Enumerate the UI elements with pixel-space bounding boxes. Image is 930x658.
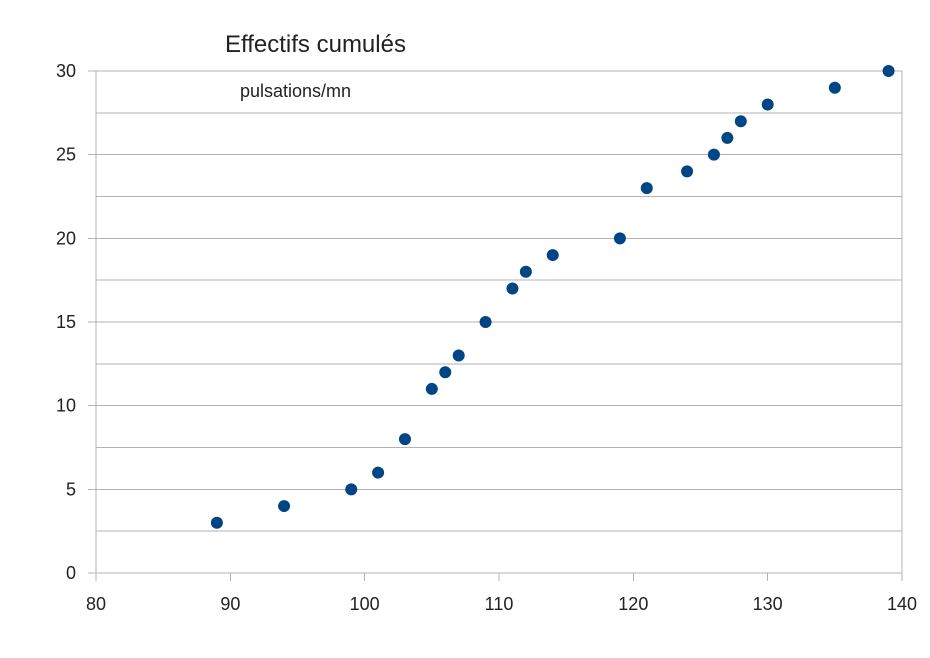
x-tick-label: 140: [887, 594, 917, 614]
x-tick-label: 100: [350, 594, 380, 614]
chart-annotation: pulsations/mn: [240, 81, 351, 101]
data-point: [519, 265, 532, 278]
data-point: [828, 81, 841, 94]
y-tick-label: 30: [56, 61, 76, 81]
data-point: [882, 65, 895, 77]
data-point: [613, 232, 626, 245]
data-point: [398, 433, 411, 446]
y-tick-label: 5: [66, 479, 76, 499]
x-tick-label: 80: [86, 594, 106, 614]
data-point: [506, 282, 519, 295]
data-point: [707, 148, 720, 161]
data-point: [452, 349, 465, 362]
data-point: [210, 516, 223, 529]
data-point: [721, 131, 734, 144]
data-point: [372, 466, 385, 479]
y-tick-label: 15: [56, 312, 76, 332]
data-point: [761, 98, 774, 111]
data-point: [479, 316, 492, 328]
tick-labels: 0 5 10 15 20 25 30 80 90 100 110 120 130 140: [56, 61, 917, 614]
data-point: [425, 382, 438, 395]
data-point: [681, 165, 694, 178]
x-tick-label: 110: [485, 594, 514, 614]
data-point: [278, 500, 291, 513]
data-point: [734, 115, 747, 128]
data-point: [640, 182, 653, 195]
y-tick-label: 0: [66, 563, 76, 583]
axes: [88, 70, 903, 581]
x-tick-label: 130: [753, 594, 783, 614]
chart-title: Effectifs cumulés: [225, 31, 406, 58]
grid-lines: [96, 70, 902, 574]
data-point: [439, 366, 452, 379]
data-point: [345, 483, 358, 496]
data-point: [546, 249, 559, 262]
y-tick-label: 10: [56, 396, 76, 416]
x-tick-label: 120: [618, 594, 648, 614]
y-tick-label: 25: [56, 145, 76, 165]
x-tick-label: 90: [220, 594, 240, 614]
data-points: [210, 65, 895, 529]
y-tick-label: 20: [56, 228, 76, 248]
